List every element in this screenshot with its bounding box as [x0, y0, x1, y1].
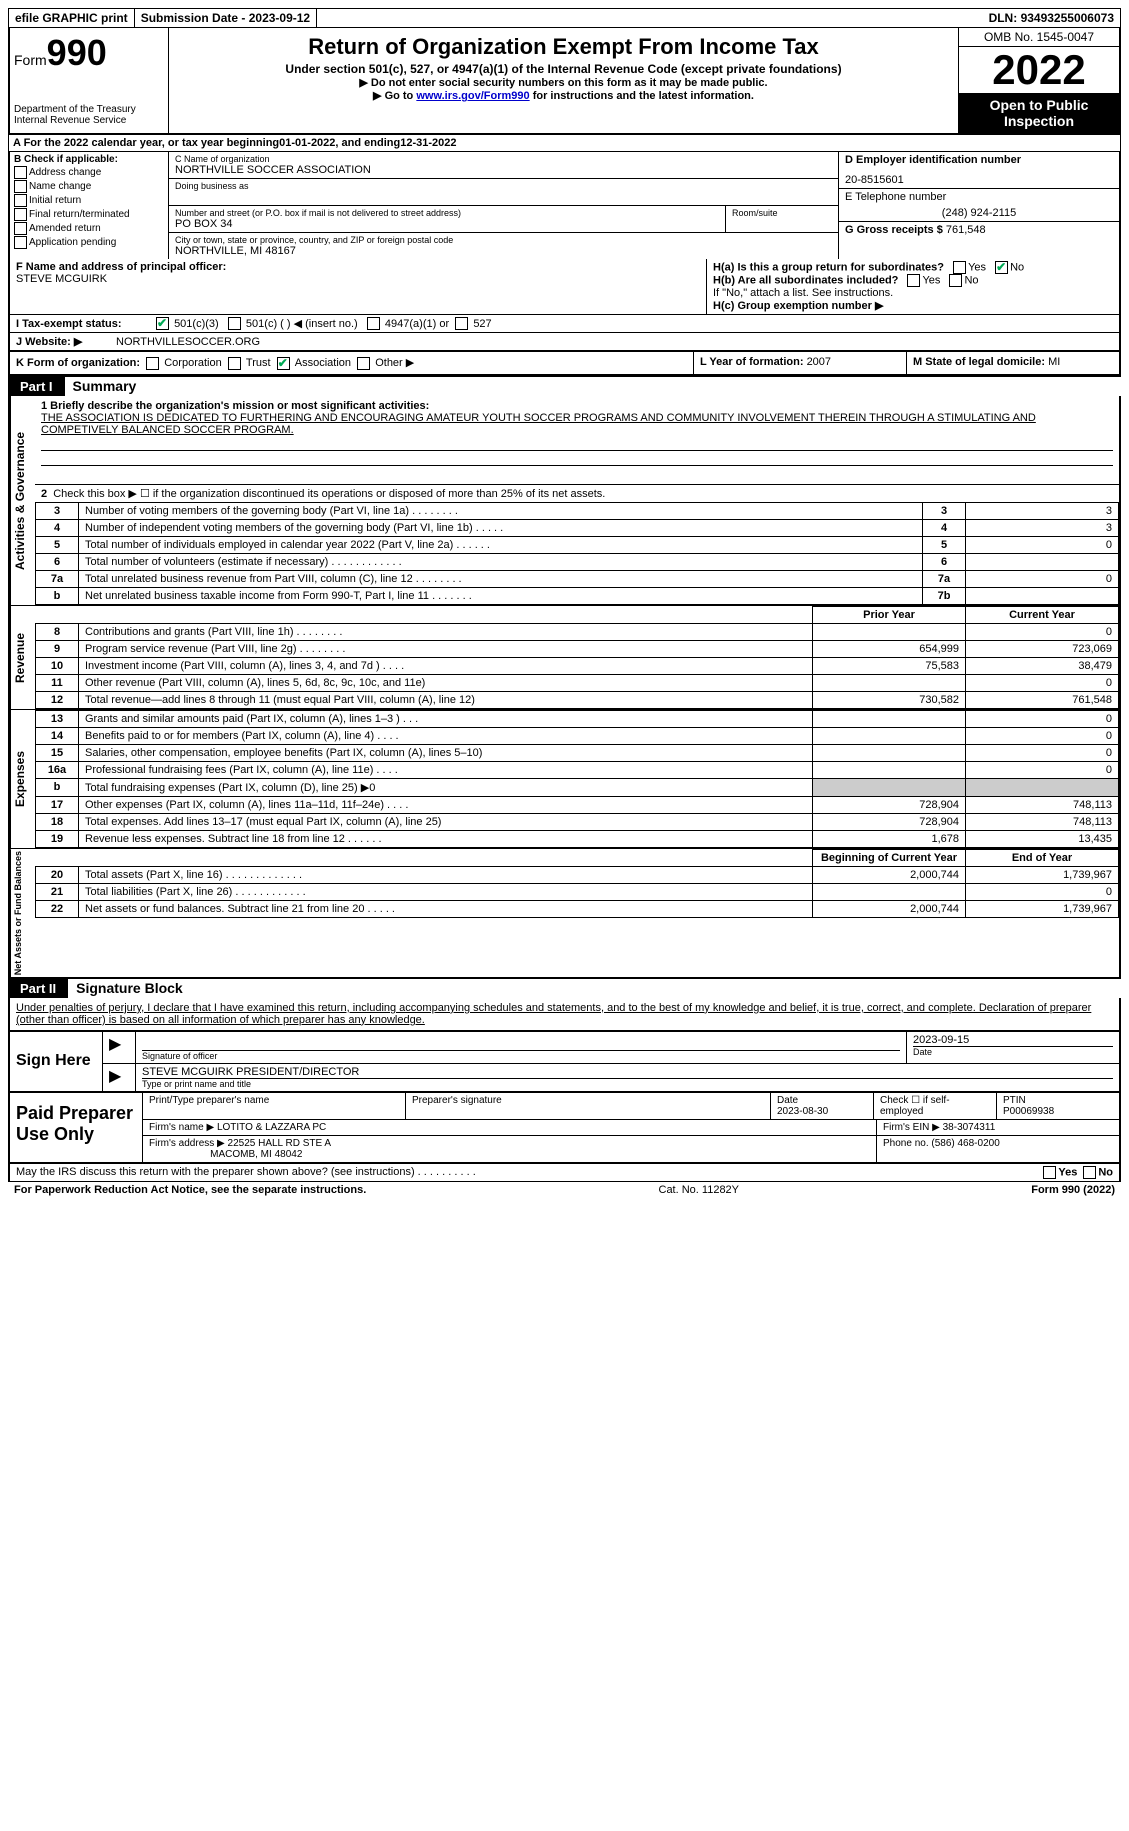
part-i-header: Part I Summary — [8, 376, 1121, 396]
open-to-public: Open to Public Inspection — [959, 93, 1119, 133]
h-c-label: H(c) Group exemption number ▶ — [713, 300, 883, 312]
preparer-label: Paid Preparer Use Only — [10, 1093, 143, 1162]
col-c-org-info: C Name of organizationNORTHVILLE SOCCER … — [169, 152, 838, 259]
section-bcd: B Check if applicable: Address change Na… — [8, 152, 1121, 259]
arrow-icon: ▶ — [103, 1032, 136, 1063]
dln: DLN: 93493255006073 — [983, 9, 1120, 27]
vlabel-expenses: Expenses — [10, 710, 35, 848]
form-header: Form990 Department of the Treasury Inter… — [8, 28, 1121, 133]
rev-section: Revenue Prior YearCurrent Year8Contribut… — [8, 606, 1121, 710]
vlabel-net: Net Assets or Fund Balances — [10, 849, 35, 977]
chk-self-employed[interactable]: Check ☐ if self-employed — [874, 1093, 997, 1119]
omb-number: OMB No. 1545-0047 — [959, 28, 1119, 47]
firm-name: LOTITO & LAZZARA PC — [217, 1122, 326, 1133]
chk-initial-return[interactable]: Initial return — [14, 194, 164, 207]
top-bar: efile GRAPHIC print Submission Date - 20… — [8, 8, 1121, 28]
vlabel-revenue: Revenue — [10, 606, 35, 709]
rev-table: Prior YearCurrent Year8Contributions and… — [35, 606, 1119, 709]
section-fh: F Name and address of principal officer:… — [8, 259, 1121, 315]
row-j-website: J Website: ▶ NORTHVILLESOCCER.ORG — [8, 333, 1121, 351]
row-i-tax-status: I Tax-exempt status: 501(c)(3) 501(c) ( … — [8, 315, 1121, 333]
year-formation: 2007 — [807, 356, 831, 368]
mission-label: 1 Briefly describe the organization's mi… — [41, 400, 429, 412]
website-value: NORTHVILLESOCCER.ORG — [116, 336, 260, 348]
form-subtitle: Under section 501(c), 527, or 4947(a)(1)… — [173, 62, 954, 76]
goto-note: ▶ Go to www.irs.gov/Form990 for instruct… — [173, 89, 954, 102]
declaration-text: Under penalties of perjury, I declare th… — [8, 998, 1121, 1030]
chk-amended-return[interactable]: Amended return — [14, 222, 164, 235]
col-b-checkboxes: B Check if applicable: Address change Na… — [10, 152, 169, 259]
irs-label: Internal Revenue Service — [14, 115, 164, 126]
state-domicile: MI — [1048, 356, 1060, 368]
sign-here-block: Sign Here ▶ Signature of officer 2023-09… — [8, 1030, 1121, 1093]
firm-phone: (586) 468-0200 — [931, 1138, 999, 1149]
ein-value: 20-8515601 — [845, 174, 1113, 186]
ssn-note: ▶ Do not enter social security numbers o… — [173, 76, 954, 89]
line-2: Check this box ▶ ☐ if the organization d… — [53, 488, 605, 500]
chk-name-change[interactable]: Name change — [14, 180, 164, 193]
col-d-ein: D Employer identification number20-85156… — [838, 152, 1119, 259]
net-section: Net Assets or Fund Balances Beginning of… — [8, 849, 1121, 978]
chk-501c3[interactable] — [156, 317, 169, 330]
org-address: PO BOX 34 — [175, 218, 719, 230]
officer-name-title: STEVE MCGUIRK PRESIDENT/DIRECTOR — [142, 1066, 1113, 1078]
org-city: NORTHVILLE, MI 48167 — [175, 245, 832, 257]
net-table: Beginning of Current YearEnd of Year20To… — [35, 849, 1119, 918]
firm-addr2: MACOMB, MI 48042 — [210, 1149, 302, 1160]
efile-label: efile GRAPHIC print — [9, 9, 135, 27]
irs-link[interactable]: www.irs.gov/Form990 — [416, 90, 529, 102]
gov-section: Activities & Governance 1 Briefly descri… — [8, 396, 1121, 606]
telephone: (248) 924-2115 — [845, 207, 1113, 219]
sign-here-label: Sign Here — [10, 1032, 103, 1091]
vlabel-governance: Activities & Governance — [10, 396, 35, 605]
gov-table: 3Number of voting members of the governi… — [35, 502, 1119, 605]
firm-ein: 38-3074311 — [943, 1122, 996, 1133]
form-number: Form990 — [14, 32, 164, 74]
chk-final-return[interactable]: Final return/terminated — [14, 208, 164, 221]
form-title: Return of Organization Exempt From Incom… — [173, 34, 954, 60]
sig-date: 2023-09-15 — [913, 1034, 1113, 1046]
preparer-block: Paid Preparer Use Only Print/Type prepar… — [8, 1093, 1121, 1164]
submission-date: Submission Date - 2023-09-12 — [135, 9, 317, 27]
chk-address-change[interactable]: Address change — [14, 166, 164, 179]
org-name: NORTHVILLE SOCCER ASSOCIATION — [175, 164, 832, 176]
mission-text: THE ASSOCIATION IS DEDICATED TO FURTHERI… — [41, 412, 1036, 436]
h-note: If "No," attach a list. See instructions… — [713, 287, 1113, 299]
chk-association[interactable] — [277, 357, 290, 370]
tax-year: 2022 — [959, 47, 1119, 93]
discuss-row: May the IRS discuss this return with the… — [8, 1164, 1121, 1182]
footer: For Paperwork Reduction Act Notice, see … — [8, 1182, 1121, 1198]
h-b-label: H(b) Are all subordinates included? — [713, 274, 898, 286]
row-klm: K Form of organization: Corporation Trus… — [8, 351, 1121, 376]
chk-app-pending[interactable]: Application pending — [14, 236, 164, 249]
arrow-icon: ▶ — [103, 1064, 136, 1091]
exp-table: 13Grants and similar amounts paid (Part … — [35, 710, 1119, 848]
firm-addr1: 22525 HALL RD STE A — [228, 1138, 332, 1149]
row-a-tax-year: A For the 2022 calendar year, or tax yea… — [8, 133, 1121, 152]
h-a-label: H(a) Is this a group return for subordin… — [713, 261, 944, 273]
exp-section: Expenses 13Grants and similar amounts pa… — [8, 710, 1121, 849]
gross-receipts: 761,548 — [946, 224, 986, 236]
principal-officer: STEVE MCGUIRK — [16, 273, 107, 285]
h-a-no-checked[interactable] — [995, 261, 1008, 274]
ptin: P00069938 — [1003, 1106, 1054, 1117]
prep-date: 2023-08-30 — [777, 1106, 828, 1117]
part-ii-header: Part II Signature Block — [8, 978, 1121, 998]
dept-treasury: Department of the Treasury — [14, 104, 164, 115]
